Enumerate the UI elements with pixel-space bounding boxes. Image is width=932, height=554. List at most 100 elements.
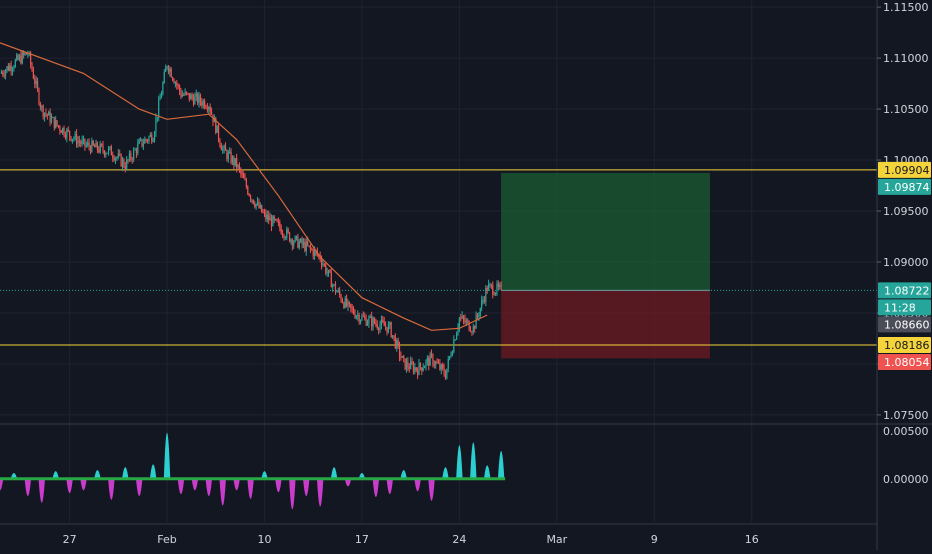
candle-body (174, 82, 176, 84)
x-tick-label[interactable]: 24 (452, 533, 466, 546)
candle-body (209, 107, 211, 112)
x-tick-label[interactable]: 9 (651, 533, 658, 546)
candle-body (230, 151, 232, 163)
candle-body (462, 316, 465, 320)
candle-body (206, 107, 209, 110)
candle-body (116, 157, 118, 159)
position-tool[interactable] (501, 172, 710, 359)
osc-hump (470, 442, 477, 479)
x-tick-label[interactable]: 16 (745, 533, 759, 546)
candle-body (91, 140, 93, 153)
candle-body (320, 259, 323, 265)
x-tick-label[interactable]: 10 (257, 533, 271, 546)
candle-body (17, 55, 19, 60)
x-tick-label[interactable]: 17 (355, 533, 369, 546)
osc-y-tick-label: 0.00000 (883, 473, 929, 486)
candle-body (436, 361, 438, 363)
candle-body (380, 319, 383, 325)
candle-body (102, 145, 104, 151)
target-zone[interactable] (501, 172, 710, 291)
candle-body (499, 285, 501, 287)
candle-body (109, 146, 111, 149)
candle-body (489, 284, 491, 286)
candle-body (347, 301, 349, 307)
candle-body (266, 215, 268, 219)
candle-body (325, 264, 327, 274)
candle-body (474, 326, 476, 329)
horizontal-lines[interactable] (0, 169, 877, 346)
candle-body (469, 330, 472, 332)
y-tick-label: 1.11500 (883, 1, 929, 14)
candle-body (113, 157, 115, 161)
candle-body (314, 250, 316, 257)
osc-hump (316, 478, 324, 507)
candle-body (354, 313, 356, 318)
x-tick-label[interactable]: Feb (157, 533, 176, 546)
candle-body (301, 238, 303, 245)
candle-body (48, 111, 50, 116)
price-labels: 1.09904 1.09874 1.08722 11:28 1.08660 1.08186… (878, 161, 931, 370)
candle-body (145, 139, 147, 141)
y-tick-label: 1.11000 (883, 52, 929, 65)
stop-zone[interactable] (501, 290, 710, 359)
candle-body (233, 156, 235, 166)
candle-body (408, 367, 410, 369)
candle-body (265, 212, 267, 219)
candle-body (290, 239, 292, 242)
candle-body (339, 290, 341, 296)
price-label-stop: 1.08054 (884, 356, 930, 369)
candle-body (41, 106, 43, 107)
candle-body (27, 54, 29, 55)
candle-body (205, 107, 207, 109)
candle-body (142, 143, 144, 146)
candle-body (471, 331, 473, 333)
candle-body (159, 98, 161, 100)
candle-body (254, 203, 256, 207)
candle-body (178, 85, 181, 92)
candle-body (73, 138, 75, 140)
x-tick-label[interactable]: Mar (546, 533, 567, 546)
candle-body (383, 321, 385, 327)
price-label-target: 1.09874 (884, 181, 930, 194)
y-tick-label: 1.10500 (883, 103, 929, 116)
candle-body (352, 308, 355, 314)
osc-hump (0, 478, 4, 491)
candle-body (329, 269, 331, 273)
candle-body (198, 95, 200, 104)
candle-body (327, 269, 330, 273)
candle-body (84, 138, 86, 146)
candle-body (418, 363, 420, 376)
candle-body (71, 138, 73, 141)
candle-body (248, 193, 250, 196)
price-label-box (878, 178, 931, 195)
price-label-box (878, 282, 931, 299)
candle-body (362, 316, 364, 317)
candle-body (0, 72, 2, 74)
osc-y-tick-label: 0.00500 (883, 425, 929, 438)
candle-body (483, 299, 486, 302)
candle-body (138, 140, 140, 144)
candle-body (280, 227, 282, 234)
candle-body (262, 212, 264, 214)
x-tick-label[interactable]: 27 (63, 533, 77, 546)
candle-body (67, 129, 69, 131)
osc-hump (38, 478, 45, 503)
candle-body (252, 199, 254, 204)
osc-hump (497, 450, 505, 479)
candle-body (169, 68, 171, 72)
candle-body (13, 67, 15, 69)
candle-body (350, 303, 352, 308)
candle-body (6, 66, 8, 71)
candle-body (256, 201, 259, 204)
candle-body (153, 132, 156, 141)
candle-body (410, 361, 412, 369)
candle-body (14, 60, 16, 68)
y-tick-label: 1.09000 (883, 256, 929, 269)
candle-body (43, 112, 46, 117)
candle-body (490, 284, 492, 286)
candle-body (304, 242, 306, 251)
candle-body (440, 364, 442, 370)
